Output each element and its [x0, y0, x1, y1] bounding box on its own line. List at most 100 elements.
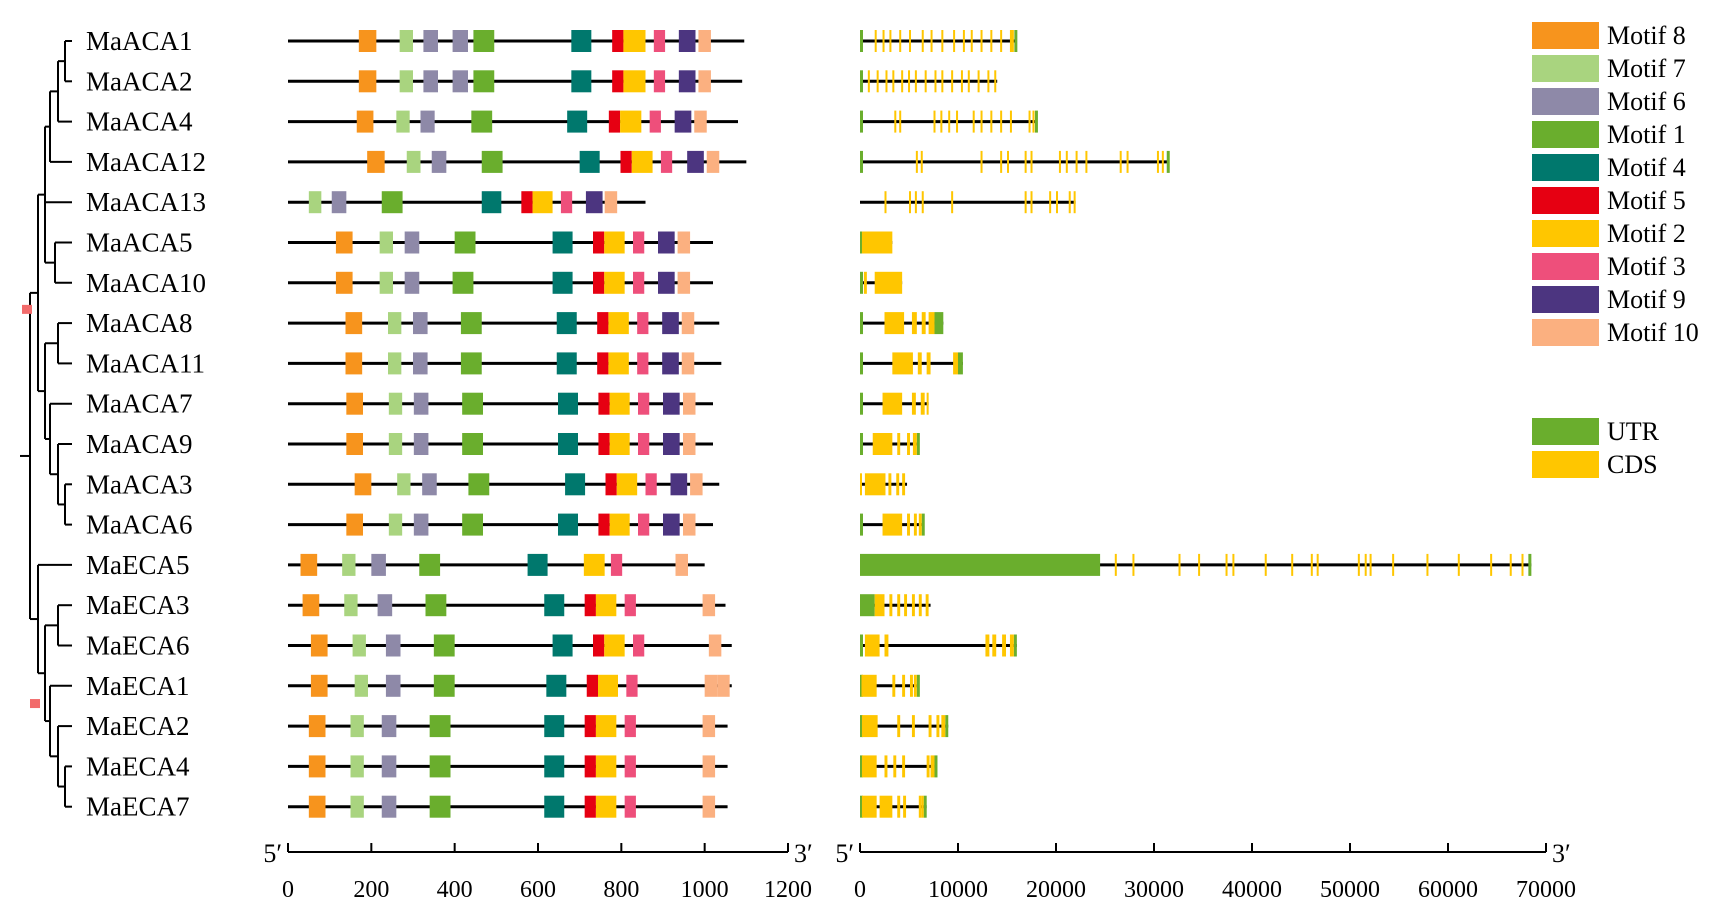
motif-2-box: [609, 392, 630, 415]
motif-6-box: [413, 392, 429, 415]
cds-box: [882, 513, 903, 536]
motif-8-box: [308, 795, 326, 818]
motif-4-box: [558, 513, 578, 536]
motif-10-box: [694, 110, 707, 133]
motif-2-box: [532, 191, 553, 214]
cds-box: [951, 70, 954, 93]
motif-6-box: [381, 795, 397, 818]
motif-10-box: [698, 70, 711, 93]
legend-label: Motif 6: [1607, 87, 1686, 116]
motif-4-box: [556, 312, 577, 335]
cds-box: [909, 674, 913, 697]
motif-1-box: [454, 231, 476, 254]
cds-box: [863, 271, 867, 294]
gene-label: MaECA5: [86, 550, 190, 580]
cds-box: [1075, 150, 1078, 173]
motif-5-box: [521, 191, 533, 214]
motif-8-box: [346, 392, 363, 415]
motif-6-box: [413, 352, 428, 375]
gene-structure-row: [860, 312, 944, 335]
motif-8-box: [346, 513, 363, 536]
axis-tick-label: 40000: [1222, 877, 1282, 903]
motif-2-box: [623, 30, 646, 52]
motif-10-box: [681, 352, 695, 375]
motif-8-box: [358, 30, 377, 52]
motif-8-box: [335, 231, 353, 254]
motif-1-box: [462, 513, 483, 536]
cds-box: [861, 674, 877, 697]
motif-2-box: [631, 150, 653, 173]
motif-7-box: [388, 352, 402, 375]
legend-swatch-motif-2: [1532, 220, 1599, 247]
motif-8-box: [302, 594, 320, 617]
motif-9-box: [662, 312, 679, 335]
cds-box: [921, 312, 926, 335]
motif-10-box: [717, 674, 730, 697]
legend-label: Motif 9: [1607, 285, 1686, 314]
motif-8-box: [367, 150, 385, 173]
cds-box: [921, 191, 924, 214]
motif-7-box: [354, 674, 368, 697]
motif-3-box: [610, 553, 623, 576]
gene-structure-row: [860, 594, 931, 617]
cds-box: [889, 30, 892, 52]
utr-box: [860, 392, 863, 415]
motif-4-box: [552, 634, 573, 657]
gene-structure-row: [860, 392, 929, 415]
motif-7-box: [388, 513, 403, 536]
motif-6-box: [377, 594, 393, 617]
motif-10-box: [683, 433, 696, 455]
axis-tick-label: 60000: [1418, 877, 1478, 903]
motif-row: [288, 191, 646, 214]
utr-box: [860, 70, 863, 93]
cds-box: [908, 70, 911, 93]
motif-5-box: [593, 634, 605, 657]
cds-box: [874, 594, 885, 617]
cds-box: [867, 70, 870, 93]
gene-label: MaACA5: [86, 228, 193, 258]
gene-structure-row: [860, 513, 925, 536]
cds-box: [1000, 30, 1003, 52]
motif-3-box: [638, 433, 650, 455]
utr-box: [860, 433, 863, 455]
motif-4-box: [552, 231, 573, 254]
motif-5-box: [597, 352, 609, 375]
legend-swatch-motif-7: [1532, 55, 1599, 82]
cds-box: [896, 473, 900, 496]
legend-swatch-motif-3: [1532, 253, 1599, 280]
motif-7-box: [379, 231, 393, 254]
cds-box: [913, 513, 917, 536]
cds-box: [992, 634, 997, 657]
motif-7-box: [308, 191, 322, 214]
cds-box: [1132, 553, 1135, 576]
cds-box: [926, 755, 930, 778]
motif-10-box: [702, 795, 716, 818]
gene-structure-row: [860, 110, 1038, 133]
cds-box: [972, 110, 975, 133]
motif-5-box: [620, 150, 632, 173]
cds-box: [879, 795, 893, 818]
motif-1-box: [433, 674, 455, 697]
cds-box: [970, 30, 973, 52]
utr-box: [860, 150, 863, 173]
gene-label: MaACA13: [86, 187, 206, 217]
motif-row: [288, 312, 720, 335]
gene-label: MaACA1: [86, 26, 193, 56]
cds-box: [928, 715, 932, 738]
motif-5-box: [605, 473, 617, 496]
cds-box: [926, 352, 931, 375]
motif-1-box: [473, 70, 495, 93]
gene-structure-row: [860, 634, 1017, 657]
cds-box: [941, 715, 946, 738]
legend-label: CDS: [1607, 450, 1658, 479]
cds-box: [941, 70, 944, 93]
motif-9-box: [670, 473, 688, 496]
cds-box: [913, 674, 917, 697]
cds-box: [1178, 553, 1181, 576]
motif-4-box: [481, 191, 502, 214]
cds-box: [1002, 634, 1007, 657]
cds-box: [864, 473, 886, 496]
utr-box: [1528, 553, 1532, 576]
motif-1-box: [462, 392, 483, 415]
